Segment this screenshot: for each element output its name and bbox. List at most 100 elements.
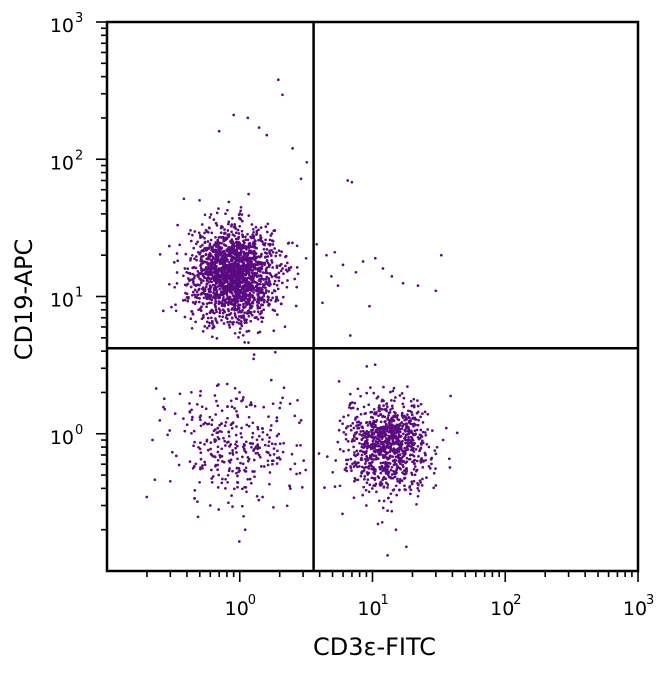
data-point <box>380 448 384 452</box>
data-point <box>345 469 349 473</box>
data-point <box>227 469 231 473</box>
data-point <box>367 464 371 468</box>
data-point <box>212 218 216 221</box>
data-point <box>205 305 208 309</box>
data-point <box>256 447 260 451</box>
data-point <box>228 326 232 329</box>
data-point <box>199 278 203 281</box>
data-point <box>344 466 348 470</box>
data-point <box>240 299 244 303</box>
data-point <box>225 291 229 295</box>
data-point <box>295 244 299 248</box>
data-point <box>295 266 299 269</box>
data-point <box>227 309 231 313</box>
data-point <box>294 304 298 308</box>
data-point <box>245 318 248 322</box>
data-point <box>210 418 214 422</box>
data-point <box>373 444 377 448</box>
data-point <box>251 470 254 473</box>
data-point <box>211 255 215 259</box>
data-point <box>232 113 236 117</box>
data-point <box>419 415 422 419</box>
data-point <box>432 486 436 490</box>
data-point <box>342 449 345 453</box>
data-point <box>244 466 248 470</box>
data-point <box>187 232 191 236</box>
data-point <box>291 241 294 245</box>
data-point <box>268 453 272 457</box>
data-point <box>210 231 214 235</box>
data-point <box>197 300 201 304</box>
data-point <box>240 229 244 233</box>
data-point <box>209 267 213 271</box>
data-point <box>237 232 241 235</box>
data-point <box>299 177 303 181</box>
data-point <box>245 303 248 307</box>
data-point <box>383 434 387 438</box>
data-point <box>205 302 209 305</box>
data-point <box>233 407 236 410</box>
data-point <box>221 284 225 288</box>
data-point <box>394 528 398 532</box>
data-point <box>245 311 249 315</box>
data-point <box>360 471 363 475</box>
data-point <box>151 438 154 442</box>
data-point <box>260 277 264 280</box>
data-point <box>194 266 198 270</box>
data-point <box>214 235 217 239</box>
data-point <box>212 324 215 328</box>
data-point <box>241 293 245 297</box>
data-point <box>388 454 392 458</box>
data-point <box>224 300 227 304</box>
data-point <box>236 293 240 297</box>
data-point <box>405 545 408 549</box>
data-point <box>410 413 414 417</box>
data-point <box>216 272 219 276</box>
data-point <box>217 241 221 245</box>
data-point <box>221 311 225 315</box>
x-tick-label-exponent: 1 <box>381 593 389 608</box>
data-point <box>271 462 274 466</box>
data-point <box>242 396 245 399</box>
data-point <box>286 242 290 245</box>
data-point <box>407 432 410 436</box>
data-point <box>410 404 414 408</box>
data-point <box>194 295 197 299</box>
data-point <box>389 427 393 430</box>
data-point <box>270 442 274 446</box>
data-point <box>184 252 188 256</box>
data-point <box>374 455 378 458</box>
data-point <box>245 405 248 409</box>
data-point <box>398 466 401 470</box>
data-point <box>406 413 409 416</box>
data-point <box>270 248 273 252</box>
data-point <box>411 460 414 464</box>
data-point <box>396 430 400 434</box>
data-point <box>381 506 385 510</box>
data-point <box>342 430 346 434</box>
data-point <box>220 318 223 322</box>
data-point <box>233 223 237 226</box>
data-point <box>352 445 355 449</box>
data-point <box>188 271 192 275</box>
data-point <box>401 463 404 467</box>
data-point <box>404 433 408 437</box>
data-point <box>170 305 173 309</box>
data-point <box>289 467 292 471</box>
data-point <box>183 429 187 433</box>
data-point <box>365 447 369 450</box>
data-point <box>426 428 430 431</box>
data-point <box>207 301 211 305</box>
data-point <box>260 320 264 324</box>
data-point <box>372 471 375 474</box>
data-point <box>229 275 232 279</box>
data-point <box>226 264 230 267</box>
data-point <box>261 495 264 499</box>
data-point <box>233 331 237 335</box>
data-point <box>226 269 230 273</box>
data-point <box>299 419 303 422</box>
data-point <box>221 287 224 290</box>
data-point <box>389 408 392 411</box>
data-point <box>265 259 269 263</box>
data-point <box>412 479 416 483</box>
